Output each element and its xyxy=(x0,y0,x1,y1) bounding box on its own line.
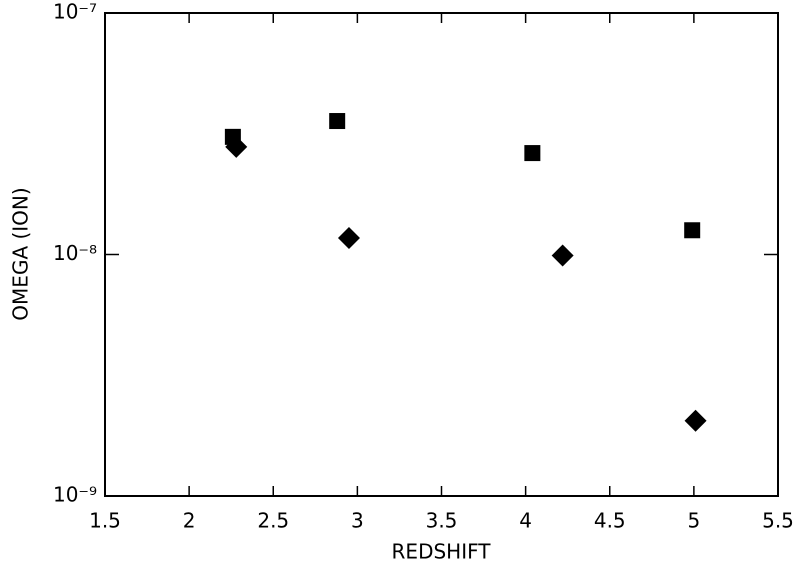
x-axis-label: REDSHIFT xyxy=(392,540,492,564)
diamond-marker xyxy=(684,409,707,432)
x-tick-label: 3.5 xyxy=(426,509,458,533)
x-tick-label: 1.5 xyxy=(89,509,121,533)
diamond-marker xyxy=(551,244,574,267)
square-marker xyxy=(524,145,541,162)
diamond-marker xyxy=(337,227,360,250)
square-marker xyxy=(684,222,701,239)
y-axis-label: OMEGA (ION) xyxy=(9,187,33,320)
x-tick-label: 3 xyxy=(351,509,364,533)
x-tick-label: 5 xyxy=(688,509,701,533)
x-tick-label: 4.5 xyxy=(594,509,626,533)
x-tick-label: 2.5 xyxy=(257,509,289,533)
x-tick-label: 4 xyxy=(519,509,532,533)
diamond-marker xyxy=(225,135,248,158)
y-tick-label: 10⁻⁷ xyxy=(53,0,97,24)
y-tick-label: 10⁻⁸ xyxy=(53,241,97,265)
square-marker xyxy=(329,113,346,130)
plot-frame xyxy=(104,12,779,497)
y-tick-label: 10⁻⁹ xyxy=(53,483,97,507)
x-tick-label: 5.5 xyxy=(762,509,794,533)
x-tick-label: 2 xyxy=(183,509,196,533)
